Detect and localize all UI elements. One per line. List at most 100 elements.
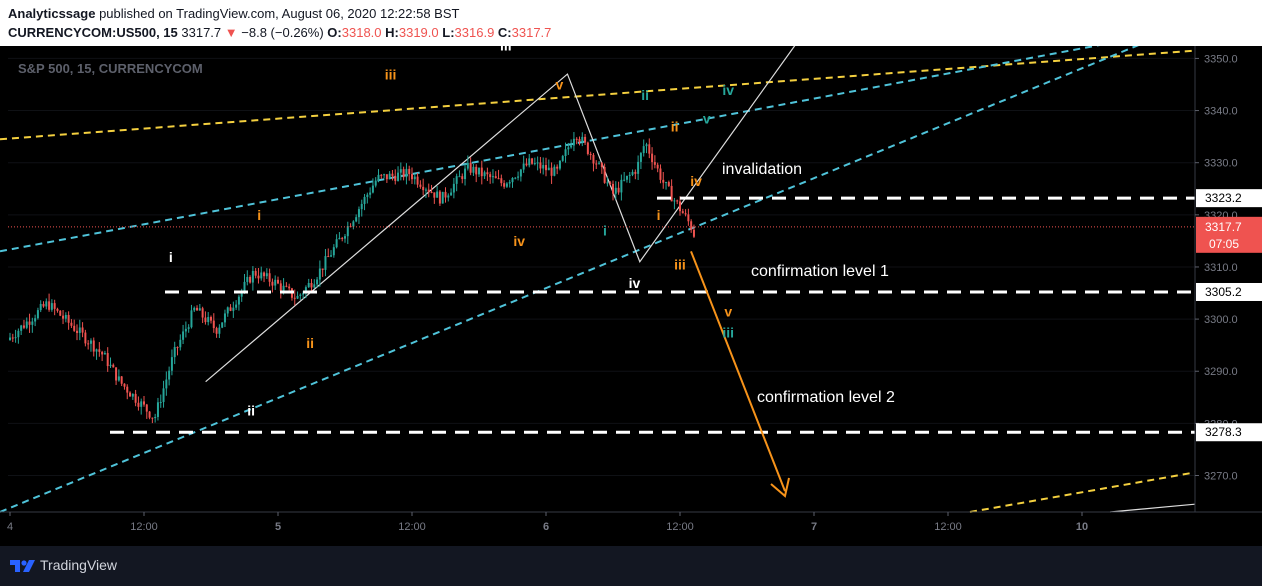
- candle-body: [478, 167, 480, 175]
- candle-body: [606, 182, 609, 184]
- candle-body: [508, 182, 511, 184]
- candle-body: [103, 353, 106, 355]
- candle-body: [210, 317, 212, 321]
- candle-body: [204, 317, 207, 323]
- candle-body: [355, 217, 358, 222]
- tradingview-brand[interactable]: TradingView: [40, 557, 118, 573]
- candle-body: [539, 162, 542, 169]
- candle-body: [215, 328, 218, 334]
- wave-label: v: [703, 111, 711, 127]
- grid-lines: [8, 57, 1195, 477]
- candle-body: [148, 411, 151, 418]
- candle-body: [251, 270, 254, 283]
- candle-body: [399, 169, 402, 173]
- candle-body: [620, 179, 623, 193]
- candle-body: [464, 168, 467, 180]
- wave-label: iv: [629, 275, 641, 291]
- footer-bar: TradingView: [0, 546, 1262, 586]
- candle-body: [556, 166, 559, 169]
- close-label: C:: [497, 25, 512, 40]
- x-tick-label: 12:00: [934, 521, 962, 533]
- candle-body: [483, 172, 486, 177]
- candle-body: [67, 314, 70, 323]
- candle-body: [25, 321, 28, 328]
- candle-body: [268, 273, 271, 282]
- y-tick-label: 3300.0: [1204, 314, 1238, 326]
- symbol-label: CURRENCYCOM:US500, 15: [8, 25, 178, 40]
- projection-arrowhead-icon: [770, 477, 790, 498]
- price-chart[interactable]: S&P 500, 15, CURRENCYCOM invalidation co…: [0, 46, 1262, 546]
- candle-body: [441, 191, 444, 204]
- candle-body: [9, 337, 11, 340]
- candle-body: [455, 176, 458, 184]
- candle-body: [304, 287, 307, 294]
- wave-label: iv: [513, 233, 525, 249]
- tradingview-logo-icon[interactable]: [8, 556, 38, 576]
- candle-body: [480, 167, 483, 177]
- candle-body: [469, 162, 472, 173]
- candle-body: [76, 330, 78, 333]
- candle-body: [475, 166, 478, 175]
- candle-body: [408, 168, 411, 175]
- candle-body: [257, 275, 260, 279]
- invalidation-label: invalidation: [722, 161, 802, 178]
- candle-body: [617, 187, 620, 193]
- upper-cyan-channel-line: [0, 46, 1100, 253]
- candle-body: [62, 315, 65, 319]
- candle-body: [20, 325, 23, 331]
- candle-body: [519, 169, 522, 177]
- candle-body: [313, 284, 316, 288]
- publisher-name[interactable]: Analyticssage: [8, 6, 96, 21]
- candle-body: [497, 178, 500, 180]
- candle-body: [570, 145, 573, 148]
- candle-body: [656, 164, 659, 169]
- candle-body: [692, 229, 695, 237]
- confirmation2-badge: 3278.3: [1196, 423, 1262, 442]
- x-tick-label: 7: [811, 521, 817, 533]
- wave-label: v: [724, 303, 732, 319]
- candle-body: [383, 174, 386, 176]
- candle-body: [394, 175, 397, 181]
- candle-body: [371, 185, 374, 193]
- x-tick-label: 10: [1076, 521, 1088, 533]
- candle-body: [17, 330, 20, 338]
- wave-labels: iiiiiiiviiiiiiivviiiiiiivviiiiiiivv: [169, 46, 734, 419]
- candle-body: [598, 162, 601, 164]
- candle-body: [525, 163, 528, 166]
- candle-body: [452, 183, 455, 193]
- confirmation1-badge: 3305.2: [1196, 282, 1262, 301]
- candle-body: [472, 166, 475, 173]
- candle-body: [307, 282, 310, 288]
- candle-body: [545, 165, 547, 171]
- candle-body: [517, 176, 520, 178]
- candle-body: [78, 327, 81, 333]
- candle-body: [494, 176, 497, 179]
- candle-body: [575, 138, 578, 140]
- candle-body: [84, 332, 87, 344]
- candle-body: [212, 320, 215, 329]
- candle-body: [173, 347, 176, 358]
- candle-body: [318, 268, 321, 280]
- candle-body: [36, 310, 39, 319]
- candle-body: [536, 162, 539, 164]
- countdown-text: 07:05: [1209, 237, 1239, 251]
- chart-canvas[interactable]: S&P 500, 15, CURRENCYCOM invalidation co…: [0, 46, 1262, 546]
- projection-arrow-line: [690, 250, 786, 492]
- candle-body: [651, 153, 654, 163]
- candle-body: [165, 379, 168, 389]
- confirmation-level-2-label: confirmation level 2: [757, 389, 895, 406]
- candle-body: [346, 226, 349, 237]
- wave-label: iii: [722, 324, 734, 340]
- candle-body: [42, 303, 45, 307]
- candle-body: [447, 195, 450, 198]
- candle-body: [687, 214, 690, 222]
- candle-body: [542, 165, 545, 169]
- x-tick-label: 12:00: [130, 521, 158, 533]
- candle-body: [81, 327, 84, 333]
- x-tick-label: 4: [7, 521, 13, 533]
- candle-body: [89, 340, 92, 344]
- candle-body: [344, 236, 346, 239]
- invalidation-badge-text: 3323.2: [1205, 191, 1242, 205]
- candle-body: [422, 186, 425, 191]
- candle-body: [112, 364, 115, 368]
